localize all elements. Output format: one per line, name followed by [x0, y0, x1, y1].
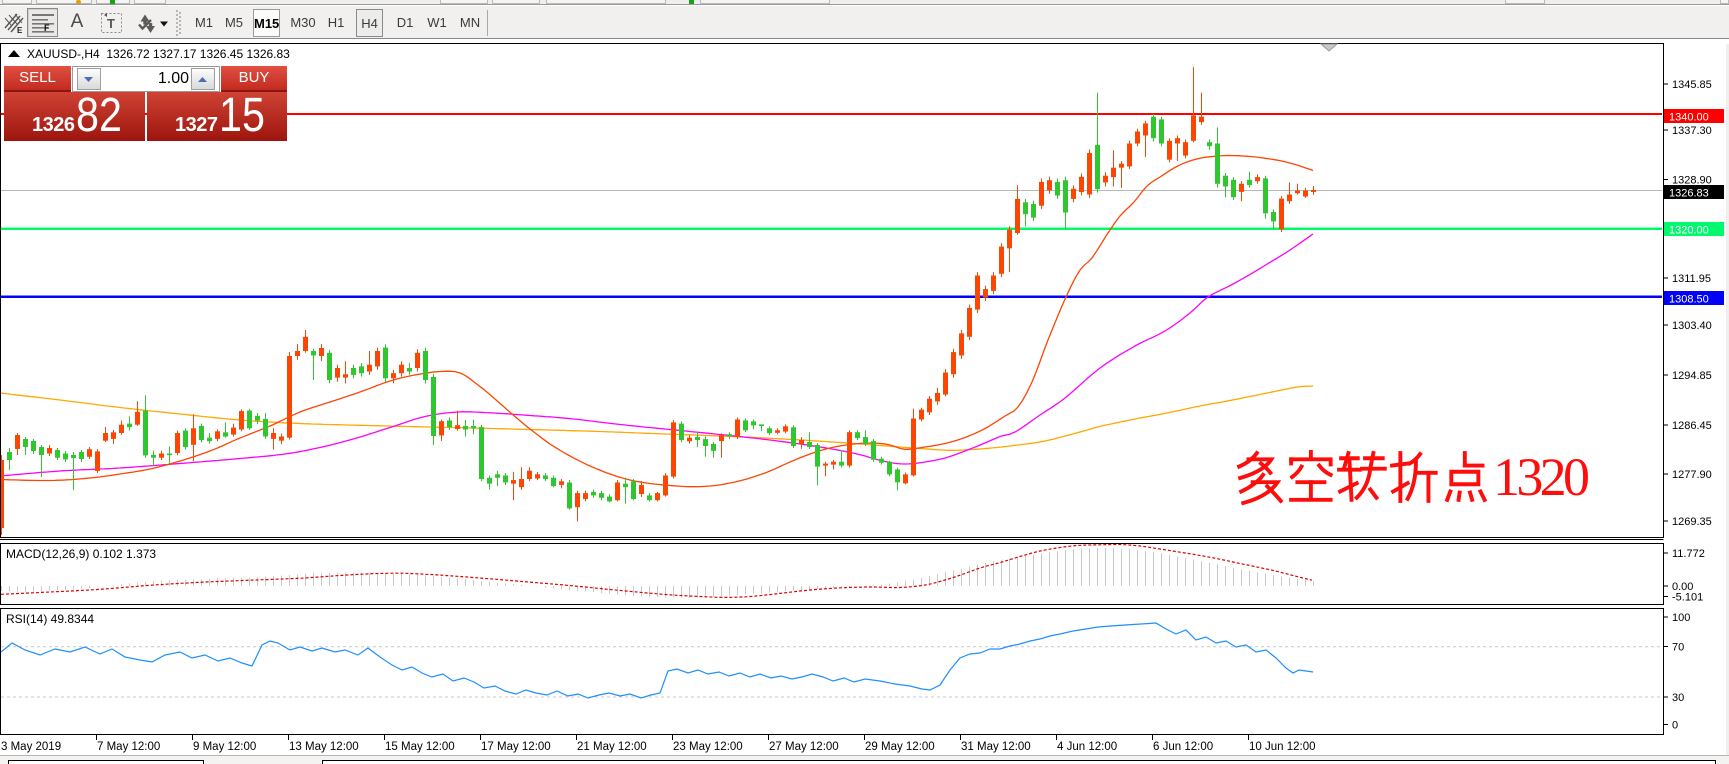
svg-text:1308.50: 1308.50 [1669, 294, 1709, 306]
svg-text:1286.45: 1286.45 [1672, 420, 1712, 432]
svg-text:1328.90: 1328.90 [1672, 175, 1712, 187]
svg-text:7 May 12:00: 7 May 12:00 [97, 741, 160, 753]
svg-text:1311.95: 1311.95 [1672, 273, 1711, 285]
svg-text:MACD(12,26,9) 0.102 1.373: MACD(12,26,9) 0.102 1.373 [6, 547, 156, 561]
svg-text:E: E [17, 26, 23, 34]
svg-text:1340.00: 1340.00 [1669, 112, 1709, 124]
svg-text:T: T [107, 16, 115, 31]
svg-text:6 Jun 12:00: 6 Jun 12:00 [1153, 741, 1213, 753]
svg-text:17 May 12:00: 17 May 12:00 [481, 741, 551, 753]
svg-text:0: 0 [1672, 720, 1678, 732]
svg-text:10 Jun 12:00: 10 Jun 12:00 [1249, 741, 1316, 753]
svg-text:13 May 12:00: 13 May 12:00 [289, 741, 359, 753]
svg-text:27 May 12:00: 27 May 12:00 [769, 741, 839, 753]
svg-text:-5.101: -5.101 [1672, 592, 1703, 604]
svg-text:23 May 12:00: 23 May 12:00 [673, 741, 743, 753]
svg-text:4 Jun 12:00: 4 Jun 12:00 [1057, 741, 1117, 753]
svg-text:3 May 2019: 3 May 2019 [1, 741, 61, 753]
svg-text:F: F [44, 23, 50, 33]
svg-text:30: 30 [1672, 692, 1684, 704]
svg-text:15 May 12:00: 15 May 12:00 [385, 741, 455, 753]
svg-text:1320: 1320 [1493, 447, 1590, 507]
svg-text:1326.83: 1326.83 [1669, 188, 1709, 200]
svg-text:1345.85: 1345.85 [1672, 79, 1712, 91]
svg-text:1337.30: 1337.30 [1672, 125, 1712, 137]
svg-text:1277.90: 1277.90 [1672, 469, 1712, 481]
svg-text:RSI(14) 49.8344: RSI(14) 49.8344 [6, 612, 94, 626]
svg-text:70: 70 [1672, 642, 1684, 654]
svg-text:1269.35: 1269.35 [1672, 516, 1712, 528]
svg-text:21 May 12:00: 21 May 12:00 [577, 741, 647, 753]
svg-text:100: 100 [1672, 612, 1690, 624]
svg-text:0.00: 0.00 [1672, 581, 1693, 593]
svg-text:29 May 12:00: 29 May 12:00 [865, 741, 935, 753]
svg-text:1320.00: 1320.00 [1669, 225, 1709, 237]
svg-text:9 May 12:00: 9 May 12:00 [193, 741, 256, 753]
svg-text:XAUUSD-,H4 1326.72 1327.17 13: XAUUSD-,H4 1326.72 1327.17 1326.45 1326.… [27, 47, 290, 61]
svg-text:11.772: 11.772 [1672, 548, 1705, 560]
svg-text:31 May 12:00: 31 May 12:00 [961, 741, 1031, 753]
svg-text:1294.85: 1294.85 [1672, 370, 1712, 382]
svg-text:1303.40: 1303.40 [1672, 320, 1712, 332]
